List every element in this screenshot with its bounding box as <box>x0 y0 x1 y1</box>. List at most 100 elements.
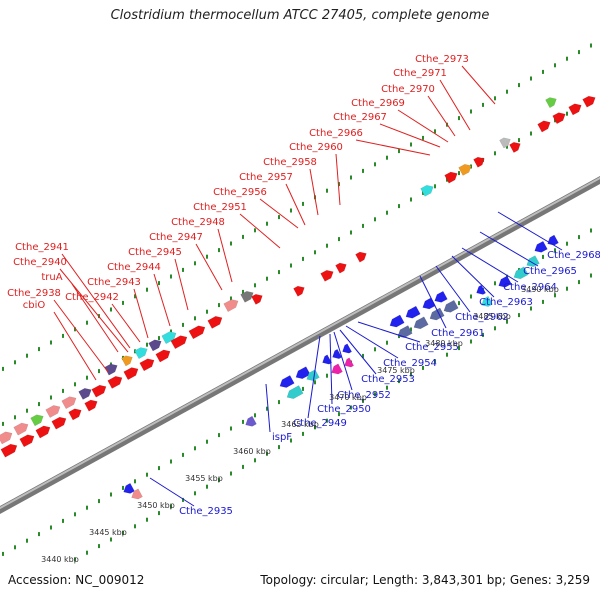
tick-mark <box>302 256 304 261</box>
lower-feature-24 <box>534 240 548 253</box>
tick-mark <box>374 217 376 222</box>
lower-feature-5 <box>286 385 304 399</box>
tick-mark <box>254 413 256 418</box>
tick-mark <box>566 241 568 246</box>
upper-feature-1 <box>19 434 35 448</box>
tick-mark <box>182 452 184 457</box>
tick-mark <box>422 365 424 370</box>
upper-feature-6 <box>0 431 13 445</box>
tick-mark <box>278 215 280 220</box>
leader-line <box>355 139 431 156</box>
lower-feature-1 <box>131 488 143 500</box>
tick-mark <box>98 499 100 504</box>
upper-feature-40 <box>545 97 557 109</box>
gene-label: truA <box>41 272 62 283</box>
bp-tick-label: 3480 kbp <box>425 339 463 348</box>
tick-mark <box>2 366 4 371</box>
upper-feature-29 <box>320 269 334 282</box>
tick-mark <box>398 204 400 209</box>
tick-mark <box>218 303 220 308</box>
tick-mark <box>254 458 256 463</box>
gene-label: Cthe_2948 <box>171 217 225 228</box>
leader-line <box>345 325 399 359</box>
tick-mark <box>122 485 124 490</box>
upper-feature-7 <box>13 422 29 436</box>
gene-label: Cthe_2940 <box>13 257 67 268</box>
tick-mark <box>170 274 172 279</box>
label-leaders <box>53 65 563 507</box>
tick-mark <box>194 446 196 451</box>
upper-feature-4 <box>68 408 82 421</box>
tick-mark <box>62 518 64 523</box>
tick-mark <box>146 287 148 292</box>
tick-mark <box>314 425 316 430</box>
tick-mark <box>266 406 268 411</box>
tick-mark <box>26 408 28 413</box>
leader-line <box>53 311 97 381</box>
lower-feature-25 <box>547 234 559 246</box>
tick-mark <box>278 445 280 450</box>
tick-mark <box>266 221 268 226</box>
gene-label: Cthe_2963 <box>479 297 533 308</box>
lower-feature-22 <box>513 266 529 280</box>
tick-mark <box>362 353 364 358</box>
leader-line <box>333 331 353 391</box>
tick-mark <box>458 301 460 306</box>
gene-label: Cthe_2964 <box>503 282 557 293</box>
upper-feature-30 <box>335 262 347 274</box>
tick-mark <box>590 273 592 278</box>
tick-mark <box>338 182 340 187</box>
upper-feature-8 <box>30 414 44 427</box>
gene-features <box>0 95 596 500</box>
upper-feature-38 <box>537 120 551 133</box>
tick-mark <box>386 155 388 160</box>
tick-mark <box>362 398 364 403</box>
gene-label: Cthe_2941 <box>15 242 69 253</box>
accession-text: Accession: NC_009012 <box>8 573 145 587</box>
lower-feature-20 <box>481 295 493 307</box>
tick-mark <box>170 459 172 464</box>
gene-label: Cthe_2971 <box>393 68 447 79</box>
tick-mark <box>338 237 340 242</box>
upper-feature-37 <box>509 142 521 153</box>
tick-mark <box>230 426 232 431</box>
tick-mark <box>362 168 364 173</box>
tick-mark <box>146 342 148 347</box>
leader-line <box>435 265 471 313</box>
tick-mark <box>542 254 544 259</box>
leader-line <box>285 183 306 226</box>
tick-mark <box>38 402 40 407</box>
lower-feature-2 <box>245 415 257 427</box>
tick-mark <box>218 248 220 253</box>
leader-line <box>217 228 233 283</box>
upper-feature-25 <box>223 299 239 313</box>
tick-mark <box>182 497 184 502</box>
upper-feature-41 <box>568 103 582 116</box>
tick-mark <box>326 188 328 193</box>
leader-line <box>479 231 539 267</box>
leader-line <box>379 123 441 148</box>
tick-mark <box>158 511 160 516</box>
tick-mark <box>170 329 172 334</box>
tick-mark <box>182 322 184 327</box>
tick-mark <box>554 293 556 298</box>
tick-mark <box>578 280 580 285</box>
tick-mark <box>266 276 268 281</box>
tick-mark <box>158 281 160 286</box>
tick-mark <box>50 340 52 345</box>
upper-feature-39 <box>552 112 566 125</box>
tick-mark <box>242 289 244 294</box>
gene-label: Cthe_2949 <box>293 418 347 429</box>
upper-feature-15 <box>139 358 155 372</box>
tick-mark <box>350 230 352 235</box>
tick-mark <box>410 142 412 147</box>
tick-mark <box>326 373 328 378</box>
upper-feature-19 <box>134 347 148 360</box>
tick-mark <box>350 405 352 410</box>
tick-mark <box>362 223 364 228</box>
gene-label: Cthe_2967 <box>333 112 387 123</box>
tick-mark <box>326 243 328 248</box>
lower-feature-3 <box>279 375 295 388</box>
gene-label: Cthe_2966 <box>309 128 363 139</box>
